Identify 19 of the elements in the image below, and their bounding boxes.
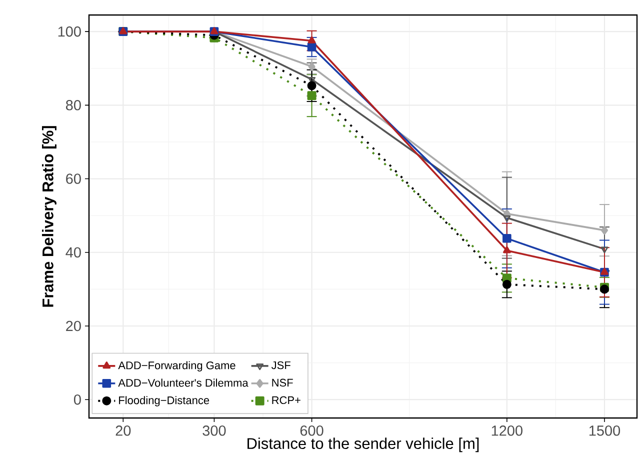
x-tick-label: 20	[116, 426, 131, 436]
x-tick-label: 1200	[492, 426, 522, 436]
legend-label: Flooding−Distance	[119, 396, 210, 406]
legend-label: ADD−Forwarding Game	[118, 361, 236, 372]
x-tick-label: 300	[202, 426, 226, 436]
y-axis-title: Frame Delivery Ratio [%]	[42, 126, 56, 307]
y-tick-label: 100	[58, 26, 81, 37]
y-tick-label: 20	[66, 320, 81, 332]
x-axis-title: Distance to the sender vehicle [m]	[248, 438, 479, 452]
legend-label: JSF	[271, 361, 290, 370]
y-tick-label: 0	[74, 394, 81, 405]
y-tick-label: 80	[66, 100, 81, 110]
legend-label: ADD−Volunteer's Dilemma	[118, 378, 248, 387]
y-tick-label: 60	[66, 174, 81, 184]
legend-label: NSF	[272, 378, 293, 387]
legend-label: RCP+	[272, 396, 300, 404]
x-tick-label: 600	[300, 426, 324, 436]
y-tick-label: 40	[66, 247, 81, 258]
x-tick-label: 1500	[589, 426, 620, 436]
